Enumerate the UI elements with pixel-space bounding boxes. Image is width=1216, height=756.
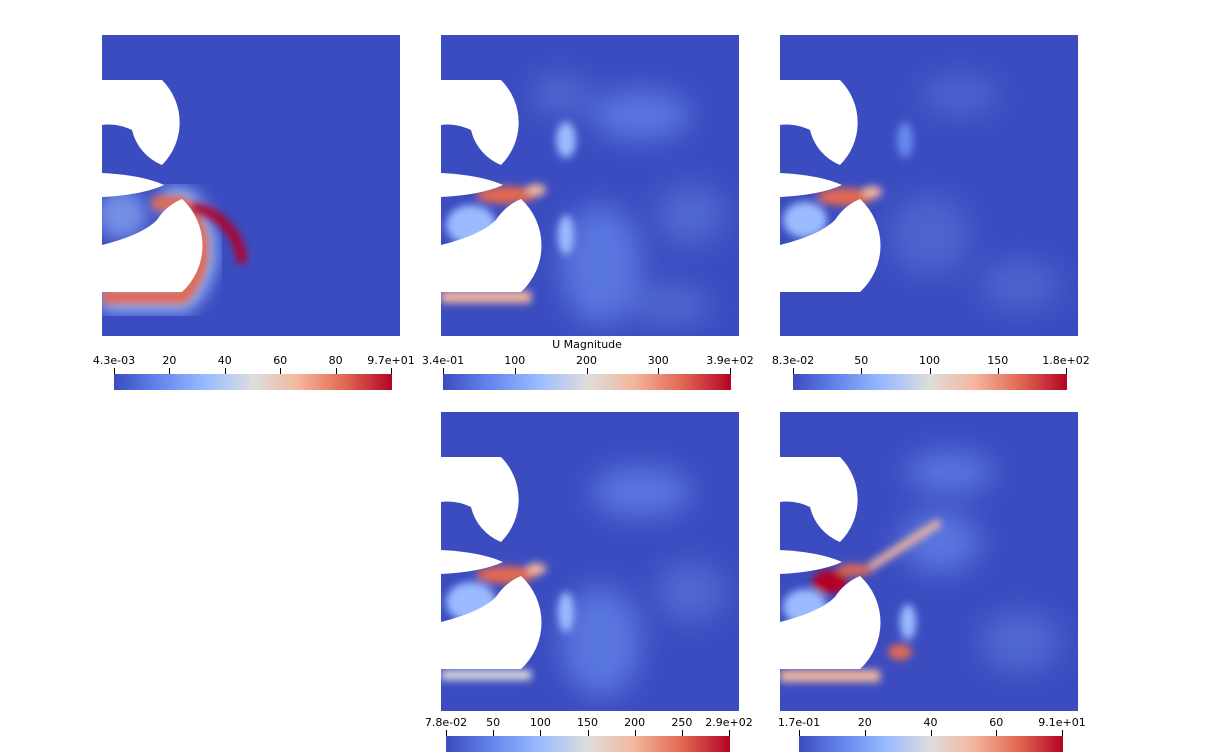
- colorbar-tick: [540, 730, 542, 736]
- colorbar-tick-label: 20: [857, 716, 872, 729]
- colorbar-tick: [658, 368, 660, 374]
- colorbar-tick: [446, 730, 447, 736]
- field-panel-1: [102, 35, 400, 336]
- colorbar-tick-label: 1.8e+02: [1042, 354, 1090, 367]
- colorbar-tick: [996, 730, 998, 736]
- colorbar-tick-label: 60: [273, 354, 288, 367]
- colorbar-tick-label: 4.3e-03: [92, 354, 136, 367]
- colorbar-tick-label: 250: [671, 716, 693, 729]
- colorbar-4-gradient: [446, 736, 730, 752]
- field-plot-2: [441, 35, 739, 336]
- colorbar-tick-label: 100: [919, 354, 940, 367]
- field-panel-5: [780, 412, 1078, 711]
- colorbar-tick: [391, 368, 392, 374]
- field-panel-4: [441, 412, 739, 711]
- colorbar-tick-label: 3.9e+02: [706, 354, 754, 367]
- colorbar-tick-label: 2.9e+02: [705, 716, 753, 729]
- colorbar-3: 8.3e-02 50 100 150 1.8e+02: [772, 340, 1090, 392]
- field-panel-2: [441, 35, 739, 336]
- colorbar-tick: [681, 730, 683, 736]
- colorbar-tick-label: 50: [854, 354, 869, 367]
- colorbar-tick: [929, 368, 931, 374]
- colorbar-5: 1.7e-01 20 40 60 9.1e+01: [778, 702, 1086, 754]
- colorbar-tick: [799, 730, 800, 736]
- colorbar-1-gradient: [114, 374, 392, 390]
- colorbar-2: U Magnitude 3.4e-01 100 200 300 3.9e+02: [422, 338, 754, 392]
- colorbar-tick: [730, 368, 731, 374]
- colorbar-tick-label: 20: [162, 354, 177, 367]
- colorbar-tick-label: 150: [987, 354, 1009, 367]
- colorbar-tick: [169, 368, 171, 374]
- colorbar-tick: [1066, 368, 1067, 374]
- colorbar-tick-label: 1.7e-01: [777, 716, 821, 729]
- colorbar-tick: [997, 368, 999, 374]
- colorbar-tick: [586, 368, 588, 374]
- colorbar-tick: [793, 368, 794, 374]
- field-plot-1: [102, 35, 400, 336]
- colorbar-tick: [493, 730, 495, 736]
- colorbar-tick-label: 300: [647, 354, 669, 367]
- colorbar-tick-label: 200: [624, 716, 646, 729]
- colorbar-tick-label: 8.3e-02: [771, 354, 815, 367]
- colorbar-tick-label: 40: [217, 354, 232, 367]
- colorbar-2-gradient: [443, 374, 731, 390]
- colorbar-tick: [280, 368, 282, 374]
- colorbar-tick-label: 100: [504, 354, 526, 367]
- colorbar-tick-label: 3.4e-01: [421, 354, 465, 367]
- colorbar-tick: [930, 730, 932, 736]
- colorbar-1: 4.3e-03 20 40 60 80 9.7e+01: [93, 340, 415, 392]
- colorbar-5-gradient: [799, 736, 1063, 752]
- colorbar-tick: [514, 368, 516, 374]
- colorbar-4: 7.8e-02 50 100 150 200 250 2.9e+02: [425, 702, 753, 754]
- colorbar-tick: [224, 368, 226, 374]
- colorbar-tick: [861, 368, 863, 374]
- field-plot-3: [780, 35, 1078, 336]
- colorbar-tick-label: 60: [989, 716, 1004, 729]
- field-panel-3: [780, 35, 1078, 336]
- field-plot-5: [780, 412, 1078, 711]
- colorbar-tick: [1062, 730, 1063, 736]
- field-plot-4: [441, 412, 739, 711]
- colorbar-tick-label: 100: [529, 716, 551, 729]
- colorbar-tick: [587, 730, 589, 736]
- colorbar-tick-label: 9.1e+01: [1038, 716, 1086, 729]
- colorbar-tick: [634, 730, 636, 736]
- colorbar-tick-label: 40: [923, 716, 938, 729]
- colorbar-tick-label: 9.7e+01: [367, 354, 415, 367]
- colorbar-tick: [335, 368, 337, 374]
- colorbar-tick: [729, 730, 730, 736]
- colorbar-tick: [443, 368, 444, 374]
- colorbar-tick-label: 80: [328, 354, 343, 367]
- colorbar-tick-label: 7.8e-02: [424, 716, 468, 729]
- colorbar-tick: [864, 730, 866, 736]
- colorbar-tick-label: 50: [486, 716, 501, 729]
- colorbar-tick-label: 150: [577, 716, 598, 729]
- colorbar-3-gradient: [793, 374, 1067, 390]
- colorbar-title: U Magnitude: [552, 338, 622, 351]
- colorbar-tick: [114, 368, 115, 374]
- colorbar-tick-label: 200: [576, 354, 597, 367]
